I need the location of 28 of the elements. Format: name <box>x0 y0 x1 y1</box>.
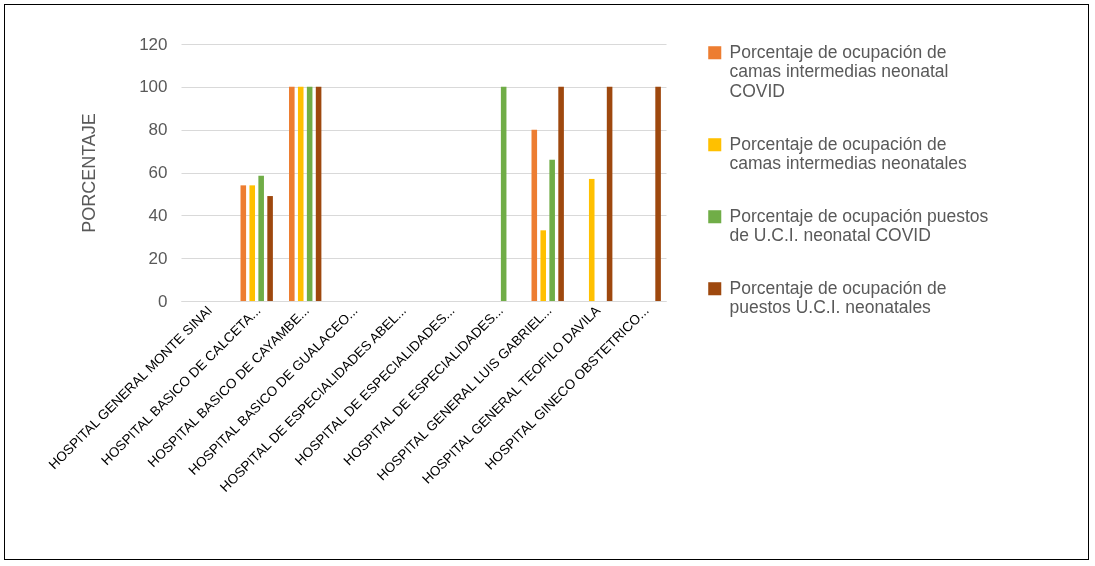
legend-label: Porcentaje de ocupación de camas intermedias neonatales <box>729 133 968 174</box>
y-tick-label: 80 <box>148 120 168 140</box>
y-tick-label: 20 <box>148 248 168 268</box>
bar <box>540 230 547 301</box>
bar <box>315 86 322 301</box>
bar <box>289 86 295 301</box>
bar <box>655 86 661 301</box>
legend-label: Porcentaje de ocupación de puestos U.C.I. neonatales <box>729 277 947 318</box>
legend-label: Porcentaje de ocupación de camas intermedias neonatal COVID <box>729 41 949 101</box>
bar <box>240 185 247 301</box>
bar <box>267 196 273 301</box>
bar <box>297 86 304 301</box>
y-tick-label: 40 <box>148 205 168 225</box>
legend-label: Porcentaje de ocupación puestos de U.C.I. neonatal COVID <box>729 205 989 246</box>
bar <box>306 86 313 301</box>
bar <box>500 86 507 301</box>
bar <box>531 129 538 301</box>
y-tick-label: 0 <box>158 291 168 311</box>
y-tick-label: 120 <box>139 34 168 54</box>
y-tick-label: 60 <box>148 163 168 182</box>
bar <box>606 86 613 301</box>
y-axis-title: PORCENTAJE <box>79 113 100 233</box>
y-tick-label: 100 <box>139 77 168 97</box>
bar <box>258 175 264 301</box>
bar <box>549 159 555 301</box>
bar <box>588 178 595 301</box>
bar <box>558 86 564 301</box>
bar <box>249 185 256 301</box>
